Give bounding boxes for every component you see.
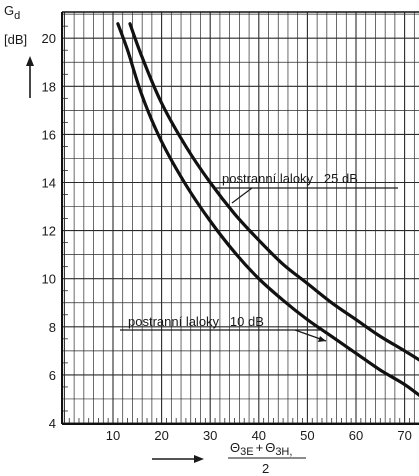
y-tick-label: 6 [49,368,56,383]
series-line-25db [128,22,419,362]
y-tick-label: 20 [42,31,56,46]
y-tick-label: 18 [42,79,56,94]
plot-frame [61,11,419,425]
y-tick-label: 16 [42,127,56,142]
x-tick-label: 20 [154,428,168,443]
y-tick-label: 10 [42,272,56,287]
series-label-10db: postranní laloky 10 dB [128,314,264,329]
x-axis-label: Θ3E + Θ3H, 2 [228,440,306,476]
x-tick-label: 10 [106,428,120,443]
y-axis-unit: [dB] [4,32,27,47]
series-label-10db-arrowhead [318,336,326,342]
svg-text:Θ3E+Θ3H,: Θ3E + Θ3H, [230,440,292,458]
y-tick-label: 12 [42,224,56,239]
y-axis-label: Gd [4,3,20,22]
grid [62,12,419,424]
series-label-25db: postranní laloky 25 dB [222,171,358,186]
x-tick-label: 30 [203,428,217,443]
series-label-25db-pointer [231,187,253,204]
x-tick-label: 70 [397,428,411,443]
x-tick-label: 60 [349,428,363,443]
x-axis-arrowhead [194,455,204,463]
tick-labels: 4 6 8 10 12 14 16 18 20 10 20 30 40 50 60 70 [42,31,412,443]
y-tick-label: 14 [42,176,56,191]
x-tick-label: 40 [252,428,266,443]
series-layer [116,22,419,398]
y-tick-label: 8 [49,320,56,335]
series-line-10db [116,22,419,398]
y-axis-arrowhead [26,56,34,66]
svg-text:2: 2 [262,461,269,476]
y-tick-label: 4 [49,416,56,431]
x-tick-label: 50 [300,428,314,443]
